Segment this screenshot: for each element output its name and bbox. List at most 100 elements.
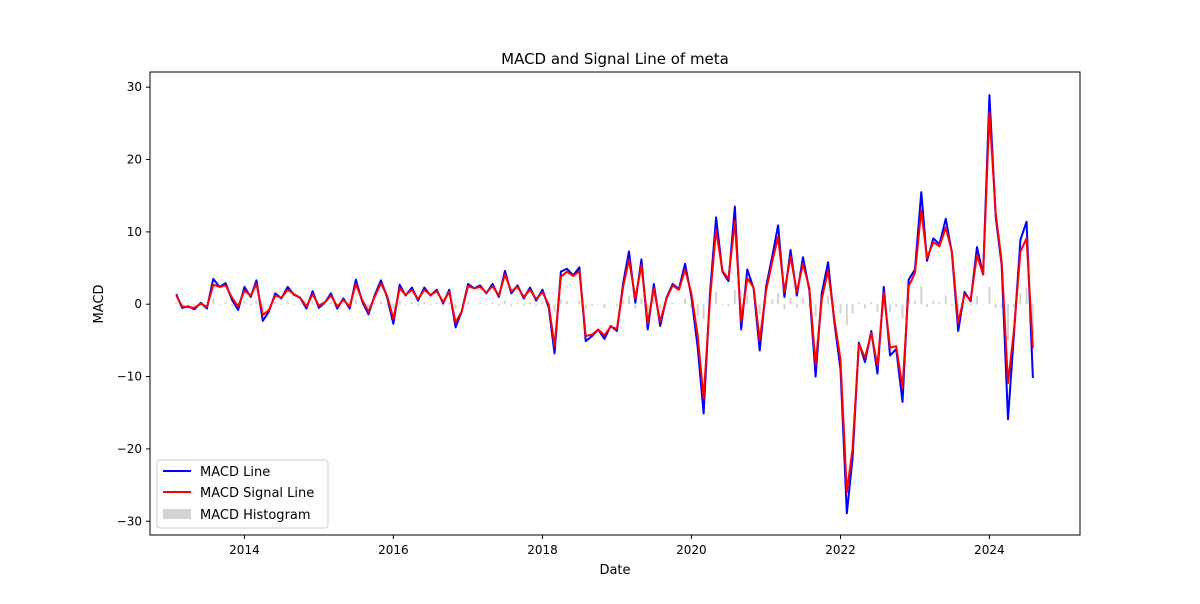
histogram-bar — [522, 304, 525, 306]
histogram-bar — [665, 303, 668, 305]
histogram-bar — [932, 300, 935, 305]
histogram-bar — [386, 304, 389, 306]
axis-ticks: 2014 2016 2018 2020 2022 2024 30 20 10 0 −10 −20 −30 — [117, 80, 1005, 557]
histogram-bar — [392, 304, 395, 310]
histogram-bar — [293, 304, 296, 305]
histogram-bar — [342, 302, 345, 305]
histogram-bar — [529, 302, 532, 305]
histogram-bar — [975, 296, 978, 305]
histogram-bar — [299, 304, 302, 305]
histogram-bar — [889, 304, 892, 313]
histogram-bar — [746, 295, 749, 305]
legend: MACD Line MACD Signal Line MACD Histogra… — [156, 459, 329, 529]
legend-label-signal-line: MACD Signal Line — [200, 486, 314, 501]
histogram-bar — [863, 304, 866, 309]
histogram-bar — [367, 304, 370, 308]
y-tick-label: 0 — [134, 297, 142, 311]
histogram-bar — [442, 304, 445, 306]
chart-title: MACD and Signal Line of meta — [501, 50, 729, 68]
histogram-bar — [324, 304, 327, 305]
axes-frame — [149, 71, 1081, 536]
histogram-bar — [845, 304, 848, 326]
y-tick-label: −10 — [117, 370, 142, 384]
histogram-bar — [565, 301, 568, 305]
y-axis-label: MACD — [92, 285, 107, 324]
histogram-bar — [957, 304, 960, 313]
histogram-bar — [516, 302, 519, 305]
y-tick-label: 30 — [127, 80, 142, 94]
histogram-bar — [920, 286, 923, 305]
histogram-bar — [212, 298, 215, 305]
histogram-bar — [467, 302, 470, 305]
histogram-bar — [187, 303, 190, 305]
histogram-bar — [460, 304, 463, 305]
histogram-bar — [535, 304, 538, 306]
histogram-bar — [950, 304, 953, 306]
histogram-bar — [702, 304, 705, 320]
histogram-bar — [1013, 304, 1016, 308]
histogram-bar — [261, 304, 264, 311]
histogram-bar — [696, 304, 699, 316]
macd-line — [175, 94, 1034, 515]
y-tick-label: 20 — [127, 153, 142, 167]
histogram-bar — [243, 300, 246, 305]
histogram-bar — [541, 302, 544, 305]
plot-area — [175, 94, 1034, 515]
x-tick-label: 2020 — [676, 543, 707, 557]
histogram-bar — [827, 296, 830, 305]
histogram-bar — [379, 301, 382, 305]
y-tick-label: −30 — [117, 514, 142, 528]
histogram-bar — [485, 304, 488, 305]
x-tick-label: 2014 — [229, 543, 260, 557]
legend-box — [156, 459, 329, 529]
histogram-bar — [224, 302, 227, 305]
histogram-bar — [255, 300, 258, 305]
histogram-bar — [789, 297, 792, 305]
x-tick-label: 2022 — [825, 543, 856, 557]
histogram-bar — [1006, 304, 1009, 341]
histogram-bar — [454, 304, 457, 310]
histogram-bar — [311, 301, 314, 305]
histogram-bar — [479, 302, 482, 305]
histogram-bar — [578, 300, 581, 305]
histogram-bar — [429, 304, 432, 305]
y-tick-label: 10 — [127, 225, 142, 239]
histogram-bar — [870, 302, 873, 305]
histogram-bar — [652, 299, 655, 305]
histogram-bar — [1031, 304, 1034, 334]
histogram-bar — [715, 291, 718, 305]
histogram-bar — [876, 304, 879, 313]
histogram-bar — [982, 304, 985, 305]
histogram-bar — [572, 303, 575, 305]
histogram-bar — [801, 297, 804, 305]
histogram-bar — [597, 304, 600, 305]
x-tick-label: 2024 — [974, 543, 1005, 557]
histogram-bar — [231, 304, 233, 307]
histogram-bar — [274, 302, 277, 305]
x-tick-label: 2018 — [527, 543, 558, 557]
histogram-bar — [988, 286, 991, 305]
histogram-bar — [410, 302, 413, 305]
legend-label-histogram: MACD Histogram — [200, 508, 311, 523]
histogram-bar — [771, 299, 774, 305]
histogram-bar — [758, 304, 761, 315]
histogram-bar — [609, 303, 612, 305]
histogram-bar — [913, 300, 916, 305]
legend-swatch-histogram — [163, 509, 191, 519]
histogram-bar — [963, 302, 966, 305]
histogram-bar — [733, 289, 736, 305]
histogram-bar — [491, 302, 494, 305]
histogram-bar — [627, 296, 630, 305]
histogram-bar — [671, 302, 674, 305]
histogram-bar — [795, 304, 798, 308]
histogram-bar — [267, 304, 270, 306]
histogram-bar — [857, 302, 860, 305]
histogram-bar — [851, 304, 854, 314]
histogram-bar — [684, 298, 687, 305]
histogram-bar — [1025, 287, 1028, 305]
histogram-bar — [944, 295, 947, 305]
histogram-bar — [559, 299, 562, 305]
histogram-bar — [361, 304, 364, 306]
signal-line — [175, 111, 1034, 494]
